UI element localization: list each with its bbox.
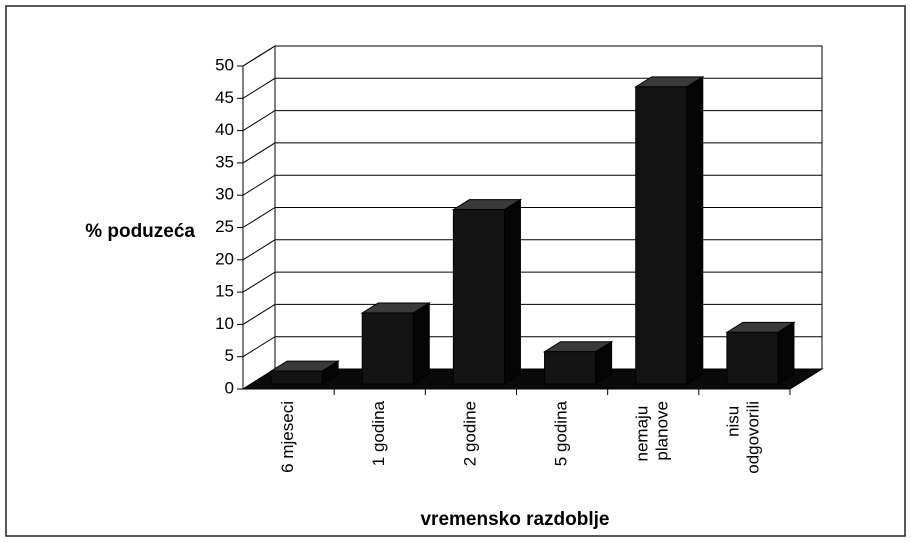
x-tick-label-line: nisu <box>724 401 743 437</box>
frame <box>5 5 906 537</box>
grid-line <box>242 45 822 67</box>
bar-front <box>361 312 414 385</box>
bar-front <box>726 331 779 385</box>
x-tick-label-line: nemaju <box>633 401 652 461</box>
bar-side <box>777 321 795 385</box>
x-tick-label: 2 godine <box>460 401 479 466</box>
y-tick-label: 5 <box>225 346 234 365</box>
bar-side <box>686 75 704 385</box>
y-tick-label: 40 <box>215 120 234 139</box>
x-tick-label: nemaju planove <box>633 401 672 461</box>
y-tick-label: 50 <box>215 55 234 74</box>
y-tick-label: 45 <box>215 88 234 107</box>
x-axis-title: vremensko razdoblje <box>420 509 609 530</box>
x-tick-label-line: planove <box>653 401 672 461</box>
x-tick-label: 6 mjeseci <box>278 401 297 473</box>
grid-line <box>242 77 822 99</box>
bar <box>360 302 432 385</box>
bar <box>542 340 614 385</box>
bar <box>725 321 796 385</box>
bar-front <box>544 351 597 385</box>
y-axis-title: % poduzeća <box>85 221 195 242</box>
bar-front <box>635 86 688 385</box>
bar-front <box>270 370 323 385</box>
y-tick-label: 25 <box>215 217 234 236</box>
x-tick-label: nisu odgovorili <box>724 401 763 474</box>
y-tick-label: 0 <box>225 378 234 397</box>
x-tick-label-line: odgovorili <box>744 401 763 474</box>
bar-side <box>503 198 521 385</box>
bar-front <box>452 209 505 385</box>
y-tick-label: 30 <box>215 185 234 204</box>
bar <box>451 198 523 385</box>
y-tick-label: 20 <box>215 249 234 268</box>
y-tick-label: 10 <box>215 314 234 333</box>
bar-side <box>412 302 430 385</box>
bar <box>633 75 705 385</box>
x-tick-label: 1 godina <box>369 400 388 466</box>
y-tick-label: 35 <box>215 152 234 171</box>
x-tick-label: 5 godina <box>552 400 571 466</box>
y-tick-label: 15 <box>215 282 234 301</box>
bar <box>269 360 340 385</box>
